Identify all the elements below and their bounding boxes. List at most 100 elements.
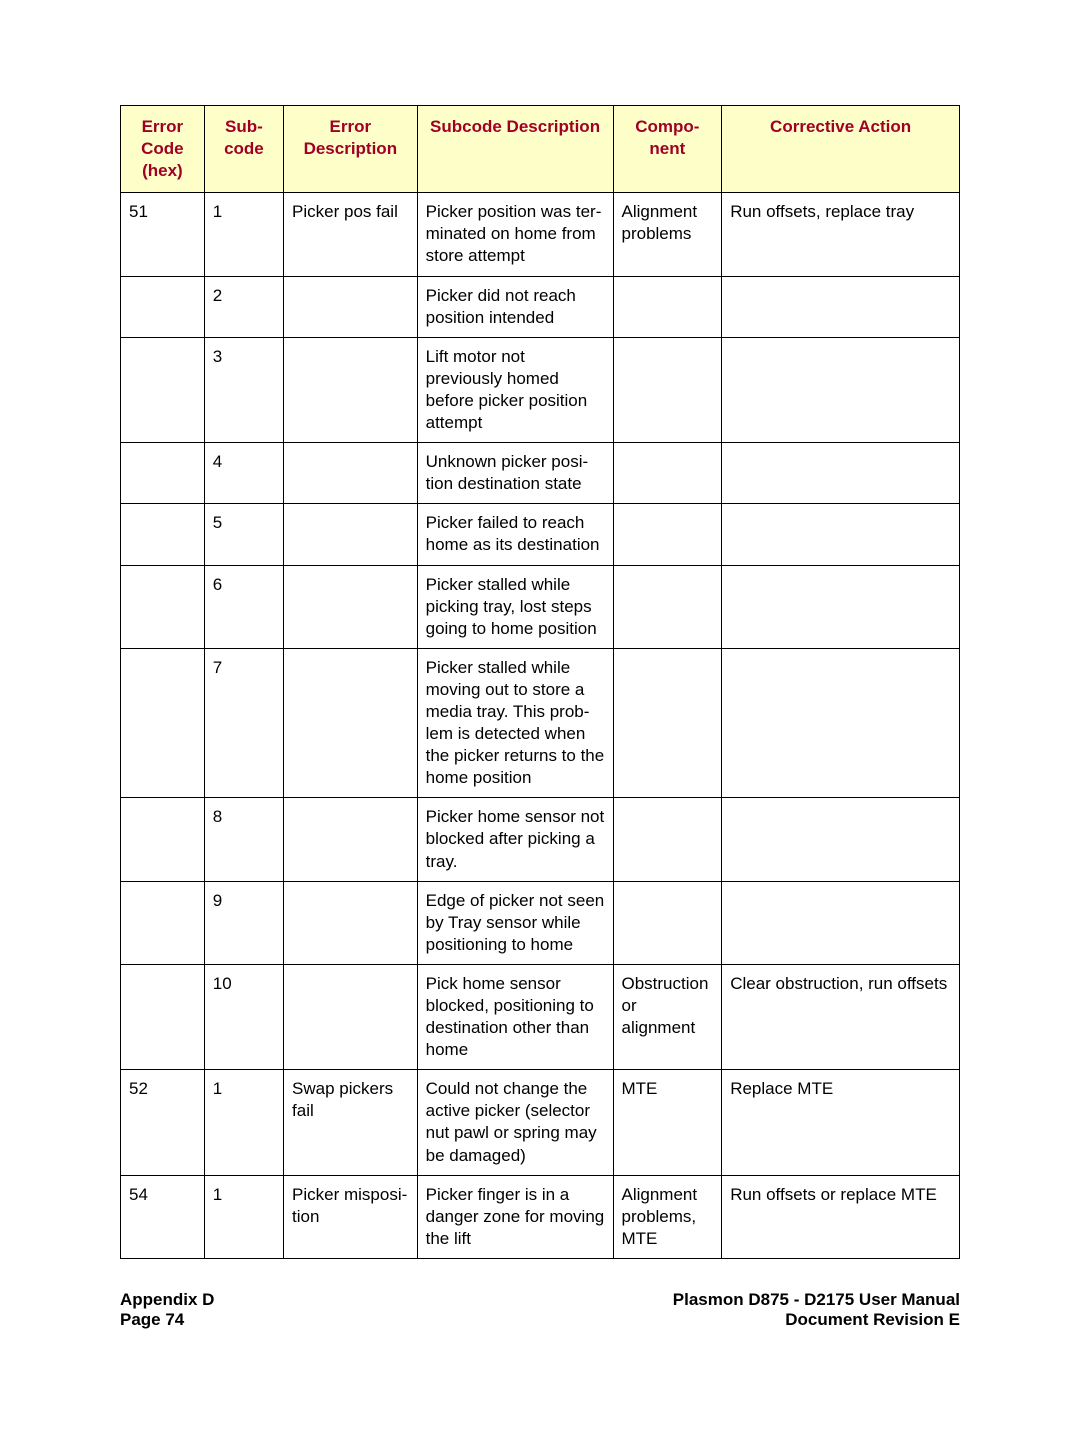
cell-error-code <box>121 337 205 442</box>
footer-manual-title: Plasmon D875 - D2175 User Manual <box>673 1290 960 1310</box>
cell-component <box>613 443 722 504</box>
table-row: 3 Lift motor not previously homed before … <box>121 337 960 442</box>
cell-error-description <box>284 964 418 1069</box>
cell-subcode-description: Picker home sensor not blocked after pic… <box>417 798 613 881</box>
cell-subcode: 3 <box>204 337 283 442</box>
cell-error-code: 52 <box>121 1070 205 1175</box>
cell-component <box>613 504 722 565</box>
cell-corrective-action <box>722 504 960 565</box>
cell-component <box>613 798 722 881</box>
cell-subcode-description: Edge of picker not seen by Tray sensor w… <box>417 881 613 964</box>
col-corrective-action: Corrective Action <box>722 106 960 193</box>
cell-component <box>613 337 722 442</box>
cell-corrective-action <box>722 337 960 442</box>
cell-error-description <box>284 504 418 565</box>
cell-error-code <box>121 565 205 648</box>
cell-subcode: 6 <box>204 565 283 648</box>
cell-error-code: 54 <box>121 1175 205 1258</box>
cell-subcode: 2 <box>204 276 283 337</box>
cell-subcode-description: Picker stalled while moving out to store… <box>417 648 613 798</box>
cell-component: MTE <box>613 1070 722 1175</box>
col-subcode-description: Subcode Description <box>417 106 613 193</box>
cell-error-description: Picker pos fail <box>284 193 418 276</box>
cell-subcode: 10 <box>204 964 283 1069</box>
cell-subcode: 8 <box>204 798 283 881</box>
table-row: 4 Unknown picker posi-tion destination st… <box>121 443 960 504</box>
col-subcode: Sub-code <box>204 106 283 193</box>
cell-component: Obstruction or alignment <box>613 964 722 1069</box>
cell-corrective-action <box>722 648 960 798</box>
cell-subcode-description: Picker finger is in a danger zone for mo… <box>417 1175 613 1258</box>
cell-subcode-description: Pick home sensor blocked, positioning to… <box>417 964 613 1069</box>
cell-component <box>613 565 722 648</box>
cell-subcode: 1 <box>204 1070 283 1175</box>
cell-error-code <box>121 504 205 565</box>
table-row: 521Swap pickers failCould not change the… <box>121 1070 960 1175</box>
cell-component <box>613 648 722 798</box>
table-row: 9 Edge of picker not seen by Tray sensor … <box>121 881 960 964</box>
cell-corrective-action: Run offsets, replace tray <box>722 193 960 276</box>
footer-right: Plasmon D875 - D2175 User Manual Documen… <box>673 1290 960 1330</box>
cell-error-description <box>284 276 418 337</box>
cell-corrective-action <box>722 881 960 964</box>
table-row: 8 Picker home sensor not blocked after pi… <box>121 798 960 881</box>
cell-error-description <box>284 881 418 964</box>
table-row: 541Picker misposi-tionPicker finger is i… <box>121 1175 960 1258</box>
cell-subcode: 5 <box>204 504 283 565</box>
cell-component: Alignment problems <box>613 193 722 276</box>
col-error-description: Error Description <box>284 106 418 193</box>
cell-subcode-description: Picker did not reach position intended <box>417 276 613 337</box>
cell-subcode: 7 <box>204 648 283 798</box>
cell-subcode: 1 <box>204 1175 283 1258</box>
cell-corrective-action: Clear obstruction, run offsets <box>722 964 960 1069</box>
cell-error-code <box>121 964 205 1069</box>
table-body: 511Picker pos failPicker position was te… <box>121 193 960 1259</box>
cell-error-description <box>284 648 418 798</box>
cell-error-code: 51 <box>121 193 205 276</box>
cell-corrective-action: Replace MTE <box>722 1070 960 1175</box>
cell-error-description <box>284 443 418 504</box>
table-row: 2 Picker did not reach position intended <box>121 276 960 337</box>
cell-corrective-action <box>722 443 960 504</box>
table-row: 5 Picker failed to reach home as its dest… <box>121 504 960 565</box>
table-row: 10 Pick home sensor blocked, positioning … <box>121 964 960 1069</box>
footer-appendix: Appendix D <box>120 1290 214 1310</box>
cell-error-code <box>121 648 205 798</box>
col-component: Compo-nent <box>613 106 722 193</box>
cell-error-code <box>121 881 205 964</box>
cell-error-description <box>284 337 418 442</box>
col-error-code: Error Code (hex) <box>121 106 205 193</box>
cell-subcode-description: Lift motor not previously homed before p… <box>417 337 613 442</box>
cell-error-description <box>284 798 418 881</box>
cell-corrective-action <box>722 565 960 648</box>
table-row: 6 Picker stalled while picking tray, lost… <box>121 565 960 648</box>
cell-error-code <box>121 798 205 881</box>
cell-subcode-description: Could not change the active picker (sele… <box>417 1070 613 1175</box>
cell-error-code <box>121 276 205 337</box>
table-row: 511Picker pos failPicker position was te… <box>121 193 960 276</box>
footer-left: Appendix D Page 74 <box>120 1290 214 1330</box>
cell-error-description: Picker misposi-tion <box>284 1175 418 1258</box>
error-codes-table: Error Code (hex) Sub-code Error Descript… <box>120 105 960 1259</box>
cell-corrective-action: Run offsets or replace MTE <box>722 1175 960 1258</box>
cell-component <box>613 276 722 337</box>
cell-subcode-description: Picker position was ter-minated on home … <box>417 193 613 276</box>
cell-subcode: 9 <box>204 881 283 964</box>
page-content: Error Code (hex) Sub-code Error Descript… <box>120 105 960 1259</box>
cell-error-description: Swap pickers fail <box>284 1070 418 1175</box>
footer-revision: Document Revision E <box>673 1310 960 1330</box>
table-row: 7 Picker stalled while moving out to stor… <box>121 648 960 798</box>
cell-corrective-action <box>722 798 960 881</box>
cell-error-description <box>284 565 418 648</box>
cell-subcode: 1 <box>204 193 283 276</box>
footer-page-number: Page 74 <box>120 1310 214 1330</box>
cell-component <box>613 881 722 964</box>
cell-component: Alignment problems, MTE <box>613 1175 722 1258</box>
cell-subcode-description: Unknown picker posi-tion destination sta… <box>417 443 613 504</box>
cell-subcode-description: Picker stalled while picking tray, lost … <box>417 565 613 648</box>
table-header-row: Error Code (hex) Sub-code Error Descript… <box>121 106 960 193</box>
cell-corrective-action <box>722 276 960 337</box>
cell-subcode-description: Picker failed to reach home as its desti… <box>417 504 613 565</box>
cell-subcode: 4 <box>204 443 283 504</box>
cell-error-code <box>121 443 205 504</box>
